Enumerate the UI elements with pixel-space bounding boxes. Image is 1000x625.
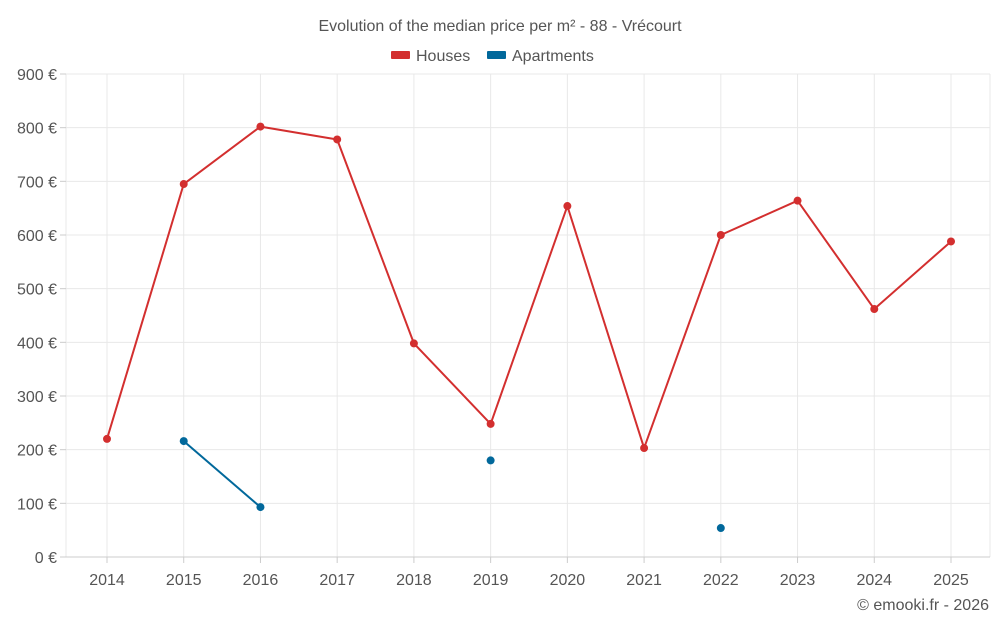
series-apartments [179,437,725,533]
x-tick-label: 2015 [166,572,202,589]
y-tick-label: 400 € [17,335,57,352]
x-tick-label: 2014 [89,572,125,589]
x-axis-ticks: 2014 2015 2016 2017 2018 2019 2020 2021 2022 2023… [89,557,969,589]
data-point-houses-2025[interactable] [947,237,955,246]
series-line-houses [106,125,952,450]
x-tick-label: 2018 [396,572,432,589]
x-tick-label: 2021 [626,572,662,589]
chart-title: Evolution of the median price per m² - 8… [318,18,682,35]
data-point-apartments-2019[interactable] [486,456,495,465]
legend-item-apartments[interactable]: Apartments [487,48,594,65]
y-tick-label: 600 € [17,228,57,245]
credit-text: © emooki.fr - 2026 [857,597,989,614]
legend-label-houses: Houses [416,48,470,65]
legend-swatch-apartments [487,51,506,59]
series-houses [103,122,955,453]
y-tick-label: 500 € [17,282,57,299]
data-point-houses-2024[interactable] [870,305,879,314]
y-tick-label: 700 € [17,174,57,191]
y-tick-label: 900 € [17,67,57,84]
x-tick-label: 2016 [243,572,279,589]
series-line-apartments [183,440,262,508]
x-tick-label: 2022 [703,572,739,589]
data-point-houses-2017[interactable] [333,135,342,144]
x-tick-label: 2023 [780,572,816,589]
x-tick-label: 2020 [550,572,586,589]
data-point-houses-2014[interactable] [103,434,111,443]
data-point-houses-2018[interactable] [409,339,418,348]
data-point-houses-2022[interactable] [716,231,725,239]
x-tick-label: 2019 [473,572,509,589]
y-tick-label: 800 € [17,121,57,138]
data-point-houses-2021[interactable] [640,444,649,453]
data-point-houses-2016[interactable] [256,122,265,131]
y-tick-label: 100 € [17,496,57,513]
x-tick-label: 2025 [933,572,969,589]
y-axis-ticks: 0 € 100 € 200 € 300 € 400 € 500 € 600 € 700 € 80… [17,67,66,567]
legend-label-apartments: Apartments [512,48,594,65]
data-point-houses-2019[interactable] [486,419,495,428]
legend-item-houses[interactable]: Houses [391,48,470,65]
data-point-houses-2023[interactable] [793,196,802,205]
x-tick-label: 2024 [856,572,892,589]
data-point-apartments-2016[interactable] [256,503,265,512]
grid [65,73,991,557]
data-point-apartments-2015[interactable] [179,437,188,446]
series [103,122,955,533]
y-tick-label: 300 € [17,389,57,406]
y-tick-label: 200 € [17,443,57,460]
y-tick-label: 0 € [35,550,57,567]
legend-swatch-houses [391,51,410,59]
data-point-houses-2020[interactable] [563,202,572,211]
x-tick-label: 2017 [319,572,355,589]
data-point-houses-2015[interactable] [179,180,188,189]
legend: Houses Apartments [391,48,594,65]
data-point-apartments-2022[interactable] [716,524,725,533]
